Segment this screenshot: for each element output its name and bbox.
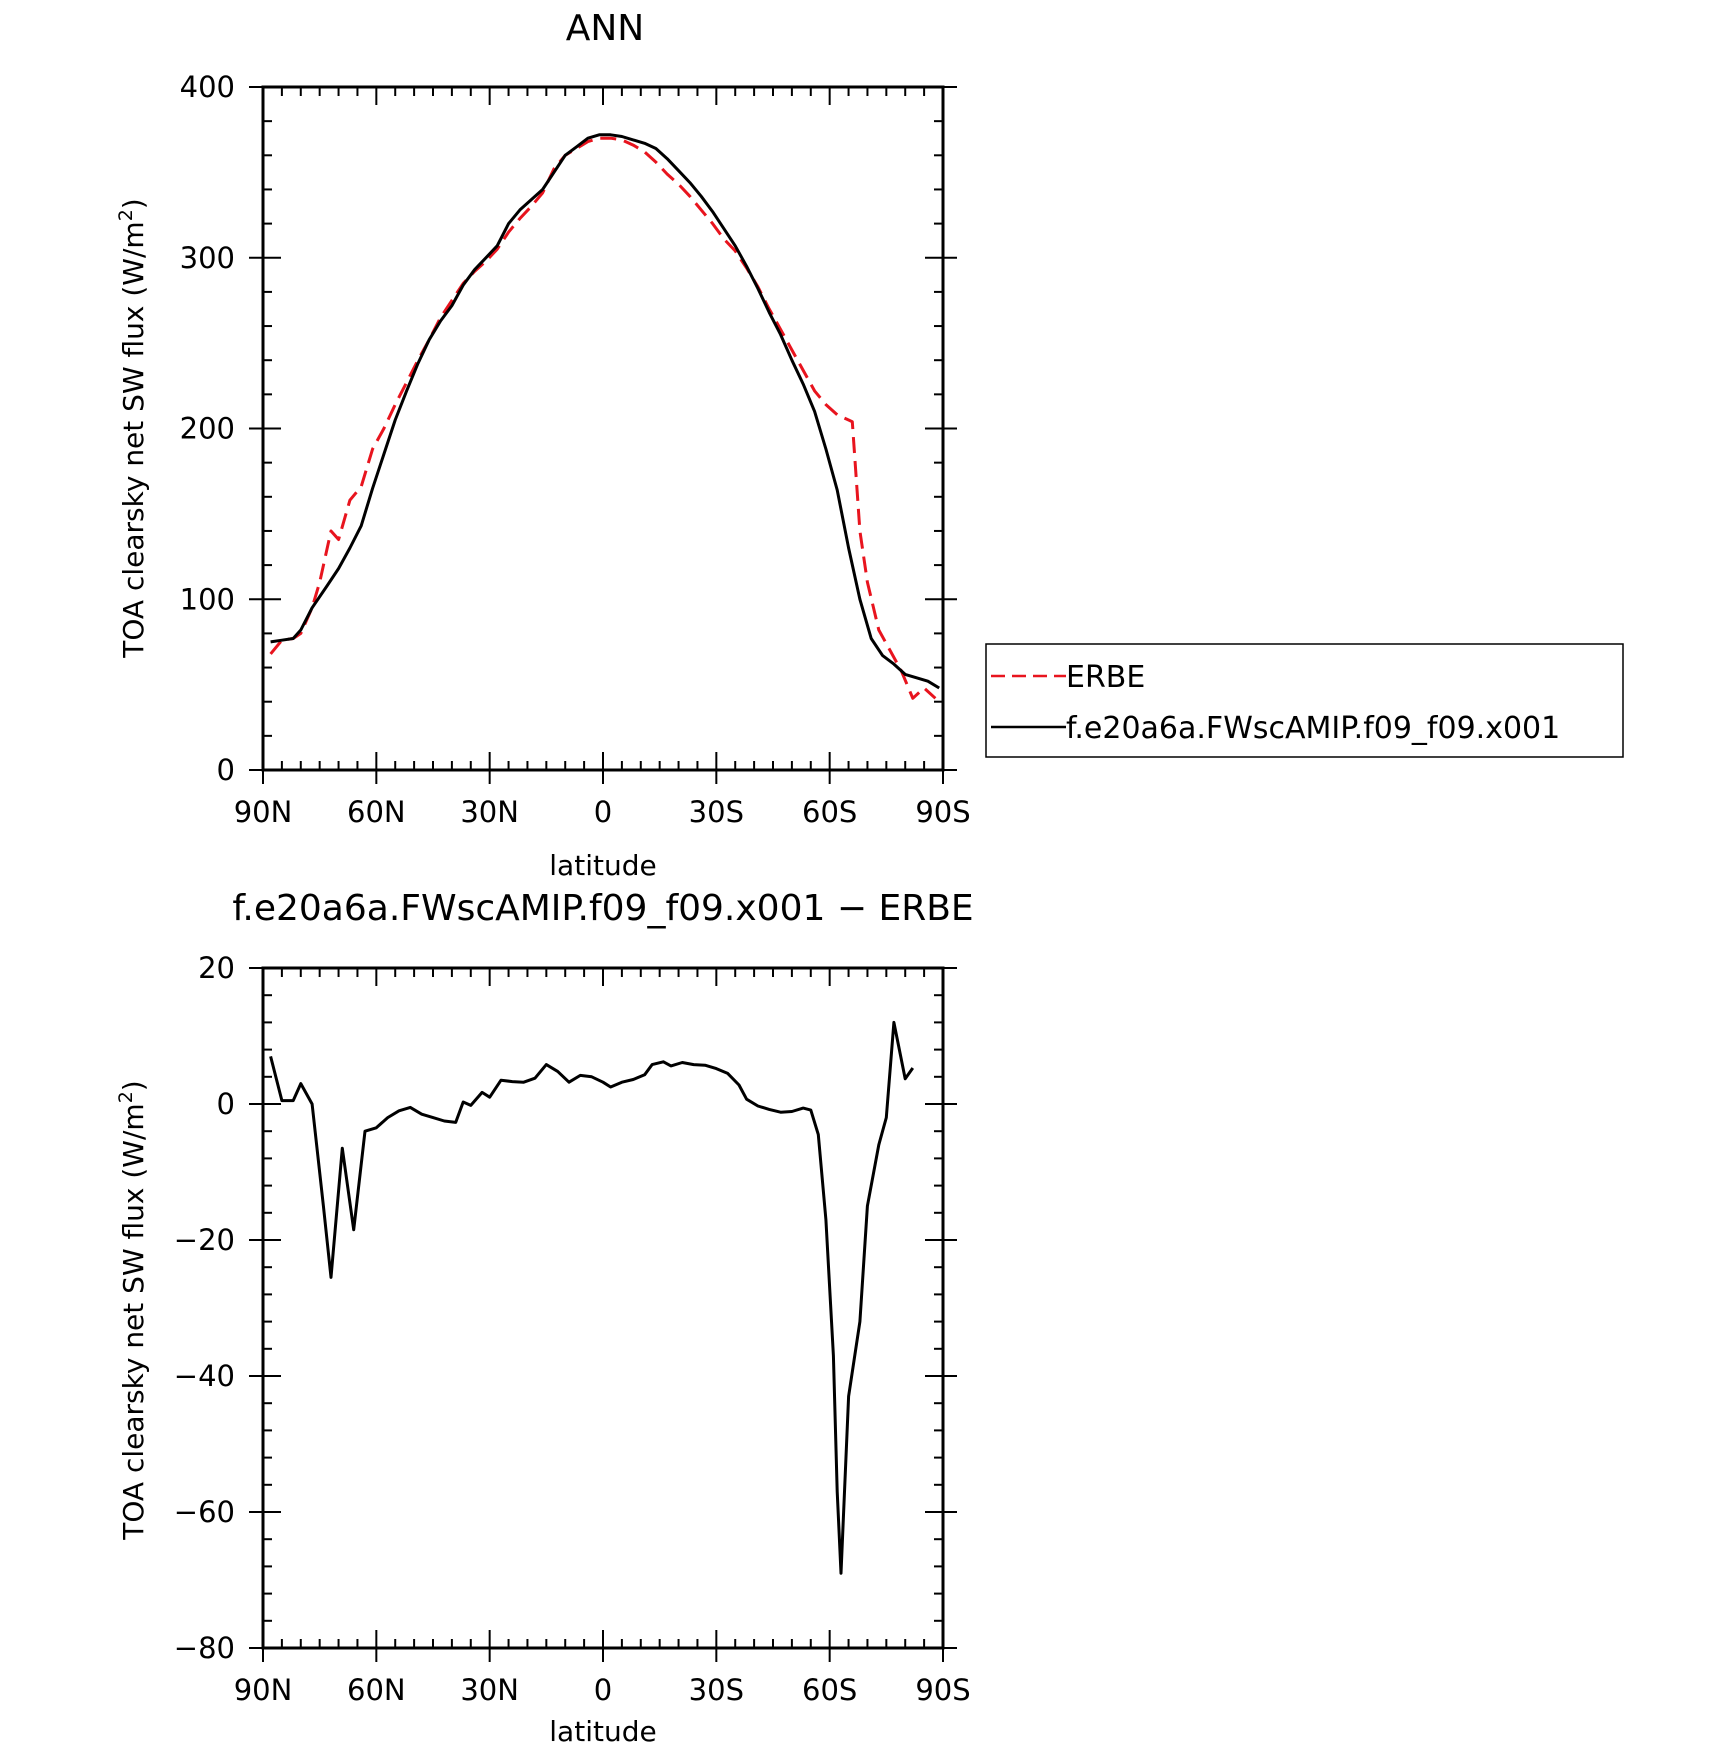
bottom-y-tick-label: 20 bbox=[198, 951, 235, 985]
top-y-axis-label-superscript: 2 bbox=[115, 209, 137, 221]
bottom-series-line-0 bbox=[269, 1020, 915, 1575]
bottom-y-tick-label: −60 bbox=[174, 1495, 235, 1529]
top-x-tick-label: 90S bbox=[915, 795, 970, 829]
top-y-axis-label: TOA clearsky net SW flux (W/m2) bbox=[115, 198, 150, 658]
bottom-y-axis-label-main: TOA clearsky net SW flux (W/m bbox=[117, 1103, 150, 1540]
top-x-tick-label: 30S bbox=[689, 795, 744, 829]
bottom-y-tick-label: −80 bbox=[174, 1631, 235, 1665]
top-tick-labels: 90N 60N 30N 0 30S 60S 90S 0 100 200 300 400 bbox=[180, 70, 971, 829]
top-series-line-0 bbox=[269, 136, 937, 700]
bottom-x-tick-label: 30N bbox=[460, 1673, 519, 1707]
top-axis-ticks bbox=[249, 86, 957, 784]
bottom-x-tick-label: 90N bbox=[234, 1673, 293, 1707]
bottom-x-tick-label: 60S bbox=[802, 1673, 857, 1707]
top-y-tick-label: 200 bbox=[180, 412, 235, 446]
bottom-chart-title: f.e20a6a.FWscAMIP.f09_f09.x001 − ERBE bbox=[232, 888, 973, 929]
bottom-y-axis-label: TOA clearsky net SW flux (W/m2) bbox=[115, 1080, 150, 1540]
legend: ERBE f.e20a6a.FWscAMIP.f09_f09.x001 bbox=[985, 643, 1624, 758]
top-x-tick-label: 60N bbox=[347, 795, 406, 829]
legend-box bbox=[985, 643, 1624, 758]
bottom-x-tick-label: 30S bbox=[689, 1673, 744, 1707]
bottom-x-axis-label: latitude bbox=[549, 1715, 656, 1745]
top-x-tick-label: 0 bbox=[594, 795, 612, 829]
bottom-axis-ticks bbox=[249, 967, 957, 1662]
top-y-axis-label-main: TOA clearsky net SW flux (W/m bbox=[117, 221, 150, 658]
bottom-plot-frame bbox=[261, 966, 945, 1650]
bottom-tick-labels: 90N 60N 30N 0 30S 60S 90S −80 −60 −40 −20 0 20 bbox=[174, 951, 971, 1707]
top-x-tick-label: 30N bbox=[460, 795, 519, 829]
legend-label-model: f.e20a6a.FWscAMIP.f09_f09.x001 bbox=[1066, 711, 1560, 746]
top-y-axis-label-end: ) bbox=[117, 198, 150, 209]
bottom-y-tick-label: −40 bbox=[174, 1359, 235, 1393]
top-x-axis-label: latitude bbox=[549, 849, 656, 882]
top-panel: ANN 90N 60N 30N 0 30S 60S 90S 0 100 200 300 400 lat… bbox=[115, 8, 971, 882]
bottom-y-axis-label-superscript: 2 bbox=[115, 1091, 137, 1103]
top-y-tick-label: 100 bbox=[180, 582, 235, 616]
top-chart-title: ANN bbox=[566, 8, 645, 49]
top-y-tick-label: 300 bbox=[180, 241, 235, 275]
top-series-line-1 bbox=[270, 133, 940, 690]
bottom-plot-lines bbox=[269, 1020, 915, 1575]
bottom-panel: f.e20a6a.FWscAMIP.f09_f09.x001 − ERBE 90… bbox=[115, 888, 974, 1745]
top-y-tick-label: 400 bbox=[180, 70, 235, 104]
bottom-y-tick-label: −20 bbox=[174, 1223, 235, 1257]
top-x-tick-label: 90N bbox=[234, 795, 293, 829]
bottom-x-tick-label: 90S bbox=[915, 1673, 970, 1707]
top-plot-frame bbox=[261, 85, 945, 772]
bottom-x-tick-label: 60N bbox=[347, 1673, 406, 1707]
top-plot-lines bbox=[269, 133, 940, 700]
top-y-tick-label: 0 bbox=[217, 753, 235, 787]
legend-label-erbe: ERBE bbox=[1066, 660, 1145, 695]
top-x-tick-label: 60S bbox=[802, 795, 857, 829]
bottom-y-tick-label: 0 bbox=[217, 1087, 235, 1121]
bottom-y-axis-label-end: ) bbox=[117, 1080, 150, 1091]
bottom-x-tick-label: 0 bbox=[594, 1673, 612, 1707]
